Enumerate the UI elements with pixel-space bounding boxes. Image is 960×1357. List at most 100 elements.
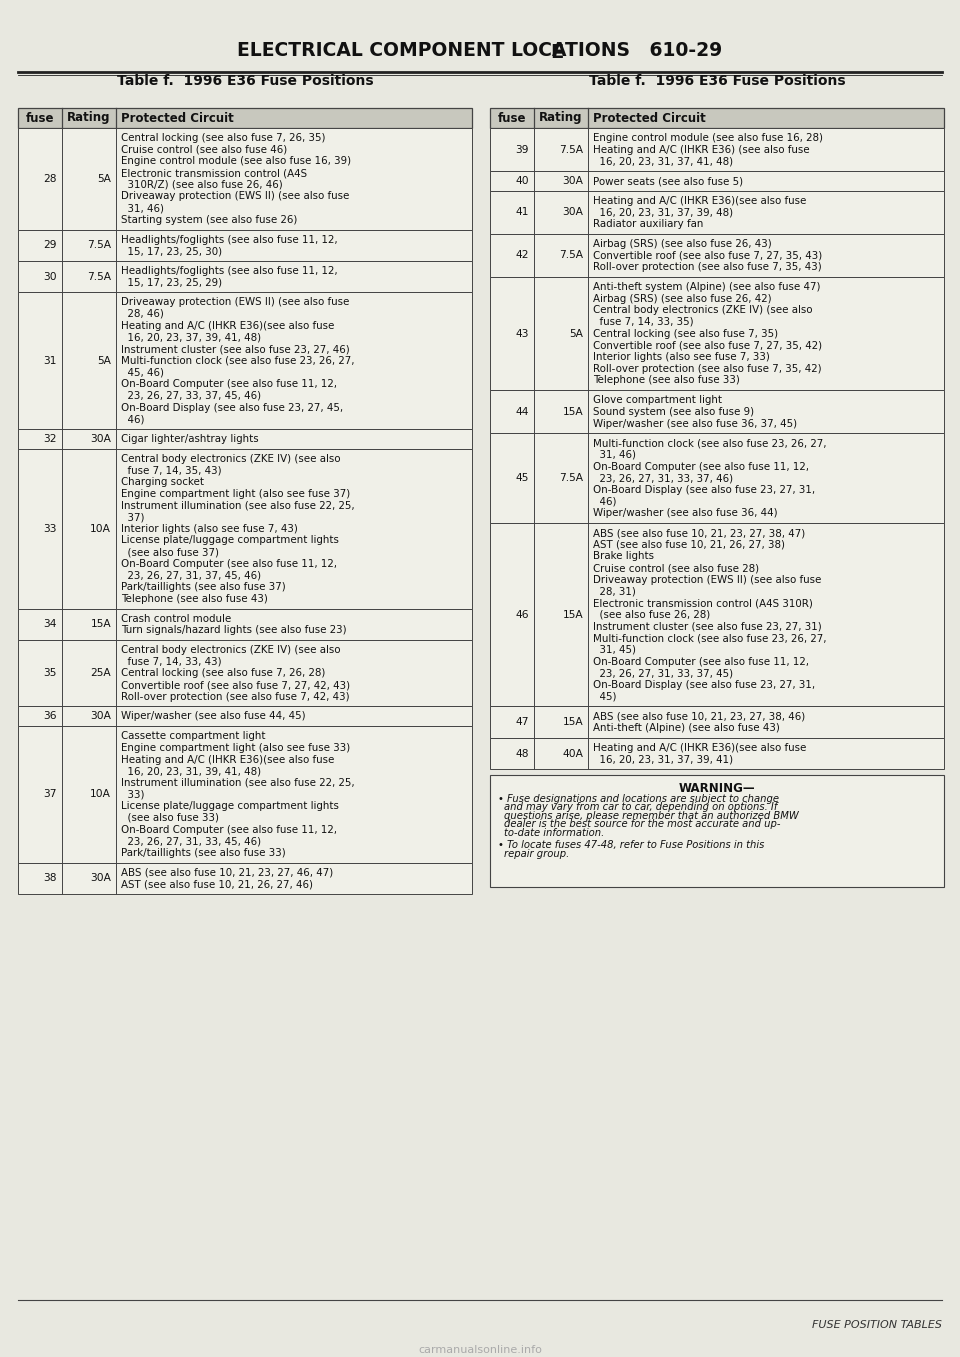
Text: and may vary from car to car, depending on options. If: and may vary from car to car, depending …	[504, 802, 778, 813]
Text: Convertible roof (see also fuse 7, 27, 35, 43): Convertible roof (see also fuse 7, 27, 3…	[593, 251, 823, 261]
Text: 28: 28	[43, 174, 57, 183]
Text: E: E	[550, 42, 564, 61]
Text: Anti-theft (Alpine) (see also fuse 43): Anti-theft (Alpine) (see also fuse 43)	[593, 723, 780, 733]
Text: Telephone (see also fuse 43): Telephone (see also fuse 43)	[121, 594, 268, 604]
Text: 15A: 15A	[90, 619, 111, 630]
Text: 30A: 30A	[90, 874, 111, 883]
Text: 43: 43	[516, 328, 529, 338]
Text: Heating and A/C (IHKR E36) (see also fuse: Heating and A/C (IHKR E36) (see also fus…	[593, 145, 809, 155]
Text: 38: 38	[43, 874, 57, 883]
Text: License plate/luggage compartment lights: License plate/luggage compartment lights	[121, 801, 339, 811]
Text: Engine control module (see also fuse 16, 28): Engine control module (see also fuse 16,…	[593, 133, 823, 142]
Text: • Fuse designations and locations are subject to change: • Fuse designations and locations are su…	[498, 794, 779, 803]
Bar	[490, 277, 944, 391]
Text: Radiator auxiliary fan: Radiator auxiliary fan	[593, 218, 704, 229]
Text: 33): 33)	[121, 790, 145, 799]
Text: Cassette compartment light: Cassette compartment light	[121, 731, 266, 741]
Text: Crash control module: Crash control module	[121, 613, 231, 624]
Text: 23, 26, 27, 33, 37, 45, 46): 23, 26, 27, 33, 37, 45, 46)	[121, 391, 261, 400]
Text: 31, 46): 31, 46)	[121, 204, 164, 213]
Text: Airbag (SRS) (see also fuse 26, 43): Airbag (SRS) (see also fuse 26, 43)	[593, 239, 772, 248]
Text: 42: 42	[516, 251, 529, 261]
Text: FUSE POSITION TABLES: FUSE POSITION TABLES	[812, 1320, 942, 1330]
Text: 35: 35	[43, 668, 57, 678]
Text: questions arise, please remember that an authorized BMW: questions arise, please remember that an…	[504, 810, 799, 821]
Text: Starting system (see also fuse 26): Starting system (see also fuse 26)	[121, 214, 298, 225]
Text: On-Board Display (see also fuse 23, 27, 31,: On-Board Display (see also fuse 23, 27, …	[593, 484, 815, 495]
Text: 32: 32	[43, 434, 57, 444]
Text: 36: 36	[43, 711, 57, 722]
Text: ABS (see also fuse 10, 21, 23, 27, 38, 46): ABS (see also fuse 10, 21, 23, 27, 38, 4…	[593, 711, 805, 722]
Text: Rating: Rating	[540, 111, 583, 125]
Text: Central body electronics (ZKE IV) (see also: Central body electronics (ZKE IV) (see a…	[593, 305, 812, 315]
Bar	[18, 726, 472, 863]
Text: 7.5A: 7.5A	[559, 145, 583, 155]
Text: 10A: 10A	[90, 790, 111, 799]
Text: 40A: 40A	[563, 749, 583, 759]
Text: ABS (see also fuse 10, 21, 23, 27, 46, 47): ABS (see also fuse 10, 21, 23, 27, 46, 4…	[121, 867, 333, 878]
Text: Turn signals/hazard lights (see also fuse 23): Turn signals/hazard lights (see also fus…	[121, 626, 347, 635]
Text: ABS (see also fuse 10, 21, 23, 27, 38, 47): ABS (see also fuse 10, 21, 23, 27, 38, 4…	[593, 528, 805, 539]
Text: Headlights/foglights (see also fuse 11, 12,: Headlights/foglights (see also fuse 11, …	[121, 235, 338, 244]
Text: Engine control module (see also fuse 16, 39): Engine control module (see also fuse 16,…	[121, 156, 351, 167]
Text: Sound system (see also fuse 9): Sound system (see also fuse 9)	[593, 407, 755, 417]
Bar	[18, 109, 472, 128]
Text: (see also fuse 26, 28): (see also fuse 26, 28)	[593, 609, 710, 620]
Bar	[490, 109, 944, 128]
Text: 37: 37	[43, 790, 57, 799]
Text: 34: 34	[43, 619, 57, 630]
Text: Driveaway protection (EWS II) (see also fuse: Driveaway protection (EWS II) (see also …	[593, 575, 822, 585]
Bar	[18, 292, 472, 429]
Text: Central body electronics (ZKE IV) (see also: Central body electronics (ZKE IV) (see a…	[121, 645, 341, 655]
Text: dealer is the best source for the most accurate and up-: dealer is the best source for the most a…	[504, 820, 780, 829]
Text: Cigar lighter/ashtray lights: Cigar lighter/ashtray lights	[121, 434, 258, 444]
Text: fuse 7, 14, 33, 35): fuse 7, 14, 33, 35)	[593, 318, 694, 327]
Text: 16, 20, 23, 37, 39, 41, 48): 16, 20, 23, 37, 39, 41, 48)	[121, 332, 261, 342]
Text: 47: 47	[516, 716, 529, 727]
Text: Heating and A/C (IHKR E36)(see also fuse: Heating and A/C (IHKR E36)(see also fuse	[121, 320, 334, 331]
Text: Charging socket: Charging socket	[121, 478, 204, 487]
Text: Roll-over protection (see also fuse 7, 42, 43): Roll-over protection (see also fuse 7, 4…	[121, 692, 349, 702]
Text: 7.5A: 7.5A	[559, 251, 583, 261]
Text: to-date information.: to-date information.	[504, 828, 604, 837]
Text: 31: 31	[43, 356, 57, 365]
Bar	[490, 433, 944, 522]
Text: Protected Circuit: Protected Circuit	[121, 111, 233, 125]
Text: 44: 44	[516, 407, 529, 417]
Text: Heating and A/C (IHKR E36)(see also fuse: Heating and A/C (IHKR E36)(see also fuse	[121, 754, 334, 764]
Text: Park/taillights (see also fuse 37): Park/taillights (see also fuse 37)	[121, 582, 286, 592]
Text: Interior lights (also see fuse 7, 43): Interior lights (also see fuse 7, 43)	[121, 524, 298, 533]
Text: (see also fuse 37): (see also fuse 37)	[121, 547, 219, 558]
Bar	[18, 707, 472, 726]
Text: Airbag (SRS) (see also fuse 26, 42): Airbag (SRS) (see also fuse 26, 42)	[593, 293, 772, 304]
Text: On-Board Computer (see also fuse 11, 12,: On-Board Computer (see also fuse 11, 12,	[121, 379, 337, 389]
Text: Heating and A/C (IHKR E36)(see also fuse: Heating and A/C (IHKR E36)(see also fuse	[593, 742, 806, 753]
Text: License plate/luggage compartment lights: License plate/luggage compartment lights	[121, 536, 339, 546]
Text: WARNING—: WARNING—	[679, 782, 756, 795]
Text: 10A: 10A	[90, 524, 111, 533]
Text: Convertible roof (see also fuse 7, 27, 42, 43): Convertible roof (see also fuse 7, 27, 4…	[121, 680, 350, 691]
Text: Multi-function clock (see also fuse 23, 26, 27,: Multi-function clock (see also fuse 23, …	[593, 634, 827, 643]
Text: Anti-theft system (Alpine) (see also fuse 47): Anti-theft system (Alpine) (see also fus…	[593, 282, 821, 292]
Bar	[18, 429, 472, 449]
Bar	[18, 128, 472, 229]
Bar	[18, 229, 472, 261]
Text: 23, 26, 27, 31, 33, 37, 45): 23, 26, 27, 31, 33, 37, 45)	[593, 669, 733, 678]
Text: 7.5A: 7.5A	[87, 271, 111, 282]
Text: Engine compartment light (also see fuse 37): Engine compartment light (also see fuse …	[121, 489, 350, 498]
Text: carmanualsonline.info: carmanualsonline.info	[418, 1345, 542, 1356]
Text: 23, 26, 27, 31, 37, 45, 46): 23, 26, 27, 31, 37, 45, 46)	[121, 570, 261, 581]
Text: Headlights/foglights (see also fuse 11, 12,: Headlights/foglights (see also fuse 11, …	[121, 266, 338, 275]
Text: fuse 7, 14, 33, 43): fuse 7, 14, 33, 43)	[121, 657, 222, 666]
Text: • To locate fuses 47-48, refer to Fuse Positions in this: • To locate fuses 47-48, refer to Fuse P…	[498, 840, 764, 851]
Text: Heating and A/C (IHKR E36)(see also fuse: Heating and A/C (IHKR E36)(see also fuse	[593, 195, 806, 206]
Text: 46: 46	[516, 609, 529, 620]
Text: Rating: Rating	[67, 111, 110, 125]
Text: 33: 33	[43, 524, 57, 533]
Text: 30A: 30A	[90, 434, 111, 444]
Text: Driveaway protection (EWS II) (see also fuse: Driveaway protection (EWS II) (see also …	[121, 191, 349, 201]
Text: 30A: 30A	[563, 208, 583, 217]
Bar	[490, 191, 944, 233]
Text: Brake lights: Brake lights	[593, 551, 654, 562]
Text: Park/taillights (see also fuse 33): Park/taillights (see also fuse 33)	[121, 848, 286, 858]
